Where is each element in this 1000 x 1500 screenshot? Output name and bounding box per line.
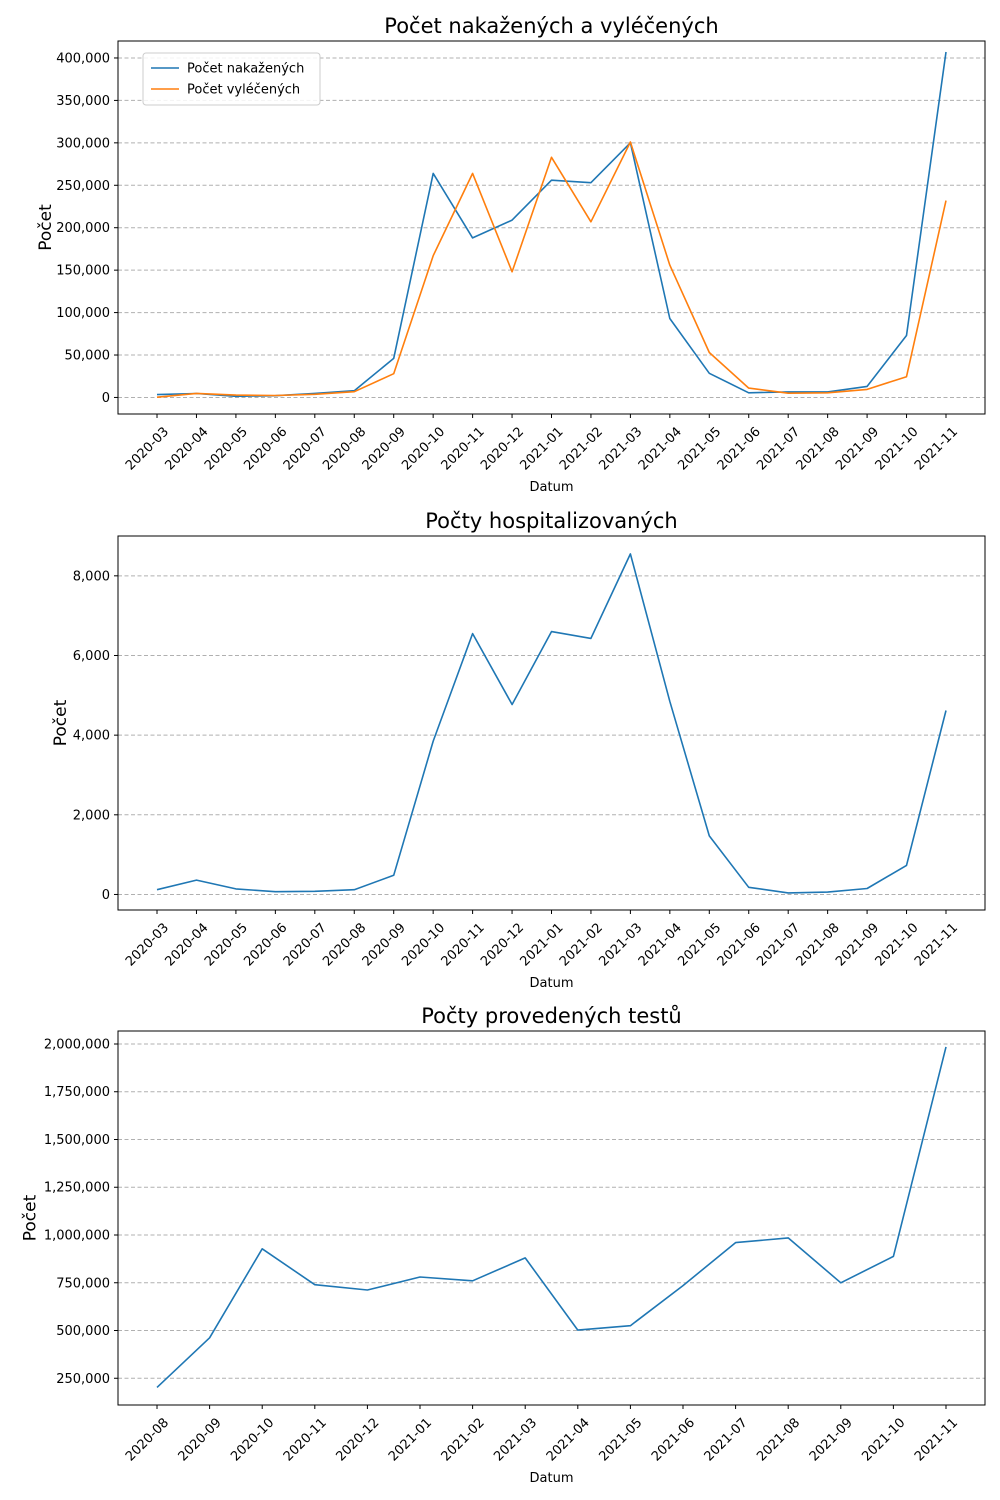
series-line-2 — [156, 141, 947, 398]
y-tick-label: 300,000 — [56, 136, 110, 151]
x-tick-label: 2020-09 — [176, 1415, 225, 1464]
y-tick-label: 400,000 — [56, 51, 110, 66]
x-tick-label: 2021-05 — [596, 1415, 645, 1464]
y-axis-label: Počet — [51, 699, 71, 746]
chart-1: Počet nakažených a vyléčených 0 50,000 100,… — [36, 14, 986, 495]
x-axis-label: Datum — [530, 1471, 574, 1486]
y-tick-label: 750,000 — [56, 1276, 110, 1291]
x-tick-label: 2021-11 — [912, 1415, 961, 1464]
x-tick-label: 2021-10 — [859, 1415, 908, 1464]
y-tick-label: 1,750,000 — [44, 1085, 110, 1100]
y-tick-label: 1,500,000 — [44, 1133, 110, 1148]
x-tick-label: 2020-11 — [281, 1415, 330, 1464]
y-tick-label: 150,000 — [56, 264, 110, 279]
series-line-1 — [156, 553, 947, 894]
legend: Počet nakažených Počet vyléčených — [142, 52, 321, 106]
x-tick-label: 2021-03 — [491, 1415, 540, 1464]
x-tick-label: 2021-01 — [386, 1415, 435, 1464]
y-tick-label: 6,000 — [73, 649, 110, 664]
legend-label-2: Počet vyléčených — [187, 83, 300, 98]
x-tick-label: 2020-08 — [123, 1415, 172, 1464]
y-tick-label: 1,250,000 — [44, 1181, 110, 1196]
x-tick-label: 2021-11 — [912, 920, 961, 969]
y-axis-label: Počet — [36, 204, 56, 251]
y-tick-label: 8,000 — [73, 569, 110, 584]
x-tick-label: 2021-04 — [544, 1415, 593, 1464]
y-axis-label: Počet — [21, 1194, 41, 1241]
y-tick-label: 2,000 — [73, 808, 110, 823]
y-tick-label: 500,000 — [56, 1324, 110, 1339]
chart-title: Počty hospitalizovaných — [425, 509, 677, 533]
x-tick-label: 2020-10 — [228, 1415, 277, 1464]
chart-title: Počet nakažených a vyléčených — [384, 14, 718, 38]
x-tick-label: 2021-09 — [807, 1415, 856, 1464]
series-line-1 — [156, 1046, 947, 1388]
legend-box — [142, 52, 321, 106]
y-tick-label: 100,000 — [56, 306, 110, 321]
chart-2: Počty hospitalizovaných 0 2,000 4,000 6,000 8… — [51, 509, 986, 991]
y-tick-label: 250,000 — [56, 179, 110, 194]
x-tick-label: 2021-06 — [649, 1415, 698, 1464]
y-tick-label: 1,000,000 — [44, 1229, 110, 1244]
plot-frame — [117, 535, 986, 911]
y-tick-label: 350,000 — [56, 94, 110, 109]
x-tick-label: 2020-12 — [333, 1415, 382, 1464]
legend-label-1: Počet nakažených — [187, 62, 304, 77]
plot-frame — [117, 1030, 986, 1406]
y-tick-label: 0 — [102, 391, 110, 406]
x-tick-label: 2021-08 — [754, 1415, 803, 1464]
y-tick-label: 50,000 — [65, 349, 111, 364]
x-axis-label: Datum — [530, 976, 574, 991]
y-tick-label: 250,000 — [56, 1372, 110, 1387]
plot-frame — [117, 40, 986, 415]
chart-3: Počty provedených testů 250,000 500,000 750… — [21, 1004, 986, 1486]
y-tick-label: 200,000 — [56, 221, 110, 236]
y-tick-label: 0 — [102, 888, 110, 903]
x-tick-label: 2021-07 — [702, 1415, 751, 1464]
y-tick-label: 2,000,000 — [44, 1037, 110, 1052]
x-tick-label: 2021-02 — [439, 1415, 488, 1464]
x-axis-label: Datum — [530, 480, 574, 495]
x-tick-label: 2021-11 — [912, 424, 961, 473]
chart-title: Počty provedených testů — [421, 1004, 682, 1028]
y-tick-label: 4,000 — [73, 729, 110, 744]
